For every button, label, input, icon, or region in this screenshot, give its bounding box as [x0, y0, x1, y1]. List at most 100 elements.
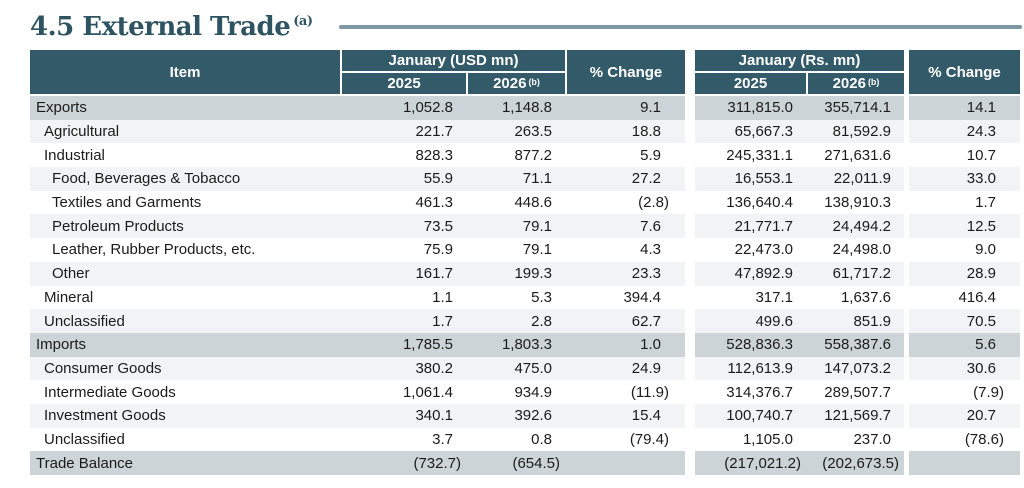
column-gap	[904, 427, 909, 452]
column-gap	[685, 261, 695, 286]
item-cell: Exports	[30, 96, 340, 120]
rs-2025-cell: 499.6	[695, 309, 806, 333]
external-trade-table: Item January (USD mn) 2025 2026 (b) % Cha…	[30, 50, 1020, 475]
usd-2026-cell: 263.5	[466, 119, 565, 144]
footnote-b-marker: (b)	[867, 77, 880, 87]
usd-change-cell: 7.6	[565, 214, 685, 239]
rs-2025-cell: 16,553.1	[695, 167, 806, 191]
header-january-usd: January (USD mn)	[340, 50, 565, 73]
usd-2026-cell: 475.0	[466, 356, 565, 381]
rs-2026-cell: 22,011.9	[806, 167, 904, 191]
usd-2026-cell: 392.6	[466, 403, 565, 428]
rs-2026-cell: 24,494.2	[806, 214, 904, 239]
column-gap	[904, 403, 909, 428]
column-gap	[685, 190, 695, 215]
rs-2025-cell: 112,613.9	[695, 356, 806, 381]
column-gap	[904, 332, 909, 357]
rs-2025-cell: 100,740.7	[695, 403, 806, 428]
table-row-unclassified-exports: Unclassified 1.7 2.8 62.7 499.6 851.9 70…	[30, 309, 1020, 333]
rs-2025-cell: 311,815.0	[695, 96, 806, 120]
column-gap	[904, 167, 909, 191]
rs-change-cell: 5.6	[909, 332, 1020, 357]
column-gap	[685, 238, 695, 262]
usd-2025-cell: 828.3	[340, 143, 466, 168]
rs-2026-cell: 121,569.7	[806, 403, 904, 428]
header-column-gap	[904, 50, 909, 94]
usd-2025-cell: 461.3	[340, 190, 466, 215]
rs-2026-cell: 1,637.6	[806, 285, 904, 310]
column-gap	[904, 309, 909, 333]
section-title-row: 4.5 External Trade (a)	[0, 0, 1024, 45]
usd-change-cell: 27.2	[565, 167, 685, 191]
rs-2026-cell: 61,717.2	[806, 261, 904, 286]
rs-2026-cell: 289,507.7	[806, 380, 904, 404]
rs-2025-cell: 22,473.0	[695, 238, 806, 262]
header-rs-2026-label: 2026	[832, 75, 866, 92]
item-cell: Consumer Goods	[30, 356, 340, 381]
rs-change-cell: 24.3	[909, 119, 1020, 144]
header-usd-pct-change: % Change	[565, 50, 685, 94]
header-rs-2025-label: 2025	[733, 75, 768, 92]
rs-change-cell: 30.6	[909, 356, 1020, 381]
rs-2026-cell: 355,714.1	[806, 96, 904, 120]
column-gap	[904, 356, 909, 381]
table-row-exports: Exports 1,052.8 1,148.8 9.1 311,815.0 35…	[30, 96, 1020, 120]
usd-2026-cell: 71.1	[466, 167, 565, 191]
rs-2025-cell: 528,836.3	[695, 332, 806, 357]
rs-2025-cell: 21,771.7	[695, 214, 806, 239]
table-row-agricultural: Agricultural 221.7 263.5 18.8 65,667.3 8…	[30, 119, 1020, 144]
item-cell: Intermediate Goods	[30, 380, 340, 404]
title-rule	[338, 25, 1022, 29]
rs-2026-cell: 24,498.0	[806, 238, 904, 262]
header-usd-2026: 2026 (b)	[466, 73, 565, 94]
footnote-b-marker: (b)	[528, 77, 540, 87]
rs-change-cell: 1.7	[909, 190, 1020, 215]
page-title: 4.5 External Trade (a)	[30, 12, 313, 42]
usd-2026-cell: 2.8	[466, 309, 565, 333]
usd-2026-cell: 5.3	[466, 285, 565, 310]
table-row-investment-goods: Investment Goods 340.1 392.6 15.4 100,74…	[30, 403, 1020, 428]
usd-change-cell: 394.4	[565, 285, 685, 310]
table-row-unclassified-imports: Unclassified 3.7 0.8 (79.4) 1,105.0 237.…	[30, 427, 1020, 452]
column-gap	[904, 119, 909, 144]
table-body: Exports 1,052.8 1,148.8 9.1 311,815.0 35…	[30, 96, 1020, 475]
usd-change-cell: (11.9)	[565, 380, 685, 404]
rs-2025-cell: 65,667.3	[695, 119, 806, 144]
header-january-rs: January (Rs. mn)	[695, 50, 904, 73]
header-usd-2026-label: 2026	[493, 75, 527, 92]
usd-change-cell: 4.3	[565, 238, 685, 262]
item-cell: Imports	[30, 332, 340, 357]
table-row-mineral: Mineral 1.1 5.3 394.4 317.1 1,637.6 416.…	[30, 285, 1020, 310]
item-cell: Food, Beverages & Tobacco	[30, 167, 340, 191]
column-gap	[685, 403, 695, 428]
item-cell: Leather, Rubber Products, etc.	[30, 238, 340, 262]
rs-change-cell: 70.5	[909, 309, 1020, 333]
rs-change-cell: 12.5	[909, 214, 1020, 239]
column-gap	[904, 238, 909, 262]
column-gap	[904, 285, 909, 310]
usd-2026-cell: 448.6	[466, 190, 565, 215]
usd-change-cell: 23.3	[565, 261, 685, 286]
rs-change-cell: 20.7	[909, 403, 1020, 428]
rs-2026-cell: 851.9	[806, 309, 904, 333]
usd-change-cell: 1.0	[565, 332, 685, 357]
rs-change-cell: 9.0	[909, 238, 1020, 262]
rs-2026-cell: (202,673.5)	[806, 451, 904, 475]
rs-2026-cell: 147,073.2	[806, 356, 904, 381]
rs-2025-cell: 314,376.7	[695, 380, 806, 404]
usd-change-cell: 62.7	[565, 309, 685, 333]
column-gap	[685, 96, 695, 120]
rs-change-cell	[909, 451, 1020, 475]
item-cell: Petroleum Products	[30, 214, 340, 239]
usd-2026-cell: 934.9	[466, 380, 565, 404]
usd-2025-cell: 73.5	[340, 214, 466, 239]
column-gap	[904, 380, 909, 404]
rs-change-cell: 416.4	[909, 285, 1020, 310]
item-cell: Textiles and Garments	[30, 190, 340, 215]
header-rs-pct-change: % Change	[909, 50, 1020, 94]
column-gap	[685, 143, 695, 168]
table-row-leather-rubber-products: Leather, Rubber Products, etc. 75.9 79.1…	[30, 238, 1020, 262]
rs-change-cell: 10.7	[909, 143, 1020, 168]
column-gap	[685, 285, 695, 310]
